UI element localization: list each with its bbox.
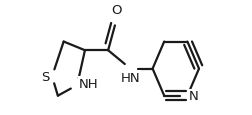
Text: O: O bbox=[111, 4, 122, 17]
Text: N: N bbox=[188, 89, 197, 102]
Text: NH: NH bbox=[79, 77, 98, 90]
Text: HN: HN bbox=[120, 71, 140, 84]
Text: S: S bbox=[41, 70, 50, 83]
